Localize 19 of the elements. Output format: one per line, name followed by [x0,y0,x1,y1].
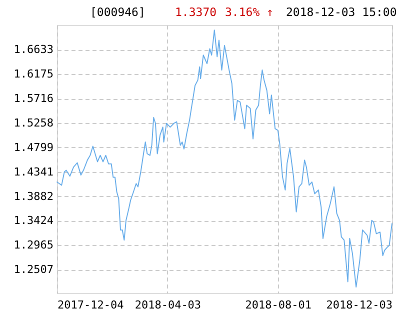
x-tick-label: 2017-12-04 [58,298,124,312]
x-tick-label: 2018-08-01 [245,298,312,312]
x-tick-label: 2018-04-03 [134,298,202,312]
line-series [56,30,392,288]
text: 1.3370 [175,5,217,19]
y-tick-label: 1.5258 [14,116,54,130]
text: 2018-12-03 15:00 [286,5,397,19]
y-tick-label: 1.4799 [14,140,54,154]
y-tick-label: 1.6175 [14,68,54,81]
y-tick-label: 1.6633 [14,43,54,56]
y-tick-label: 1.2965 [14,238,54,252]
y-tick-label: 1.3882 [14,190,54,203]
y-tick-label: 1.3424 [14,214,54,228]
y-tick-label: 1.5716 [14,92,54,106]
y-tick-label: 1.4341 [14,165,54,178]
x-tick-label: 2018-12-03 [326,298,392,312]
y-tick-label: 1.2507 [14,263,54,276]
text: 3.16% ↑ [225,5,274,19]
chart-title: [000946] [90,5,146,19]
